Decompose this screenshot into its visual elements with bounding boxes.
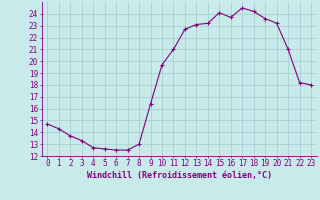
X-axis label: Windchill (Refroidissement éolien,°C): Windchill (Refroidissement éolien,°C) (87, 171, 272, 180)
